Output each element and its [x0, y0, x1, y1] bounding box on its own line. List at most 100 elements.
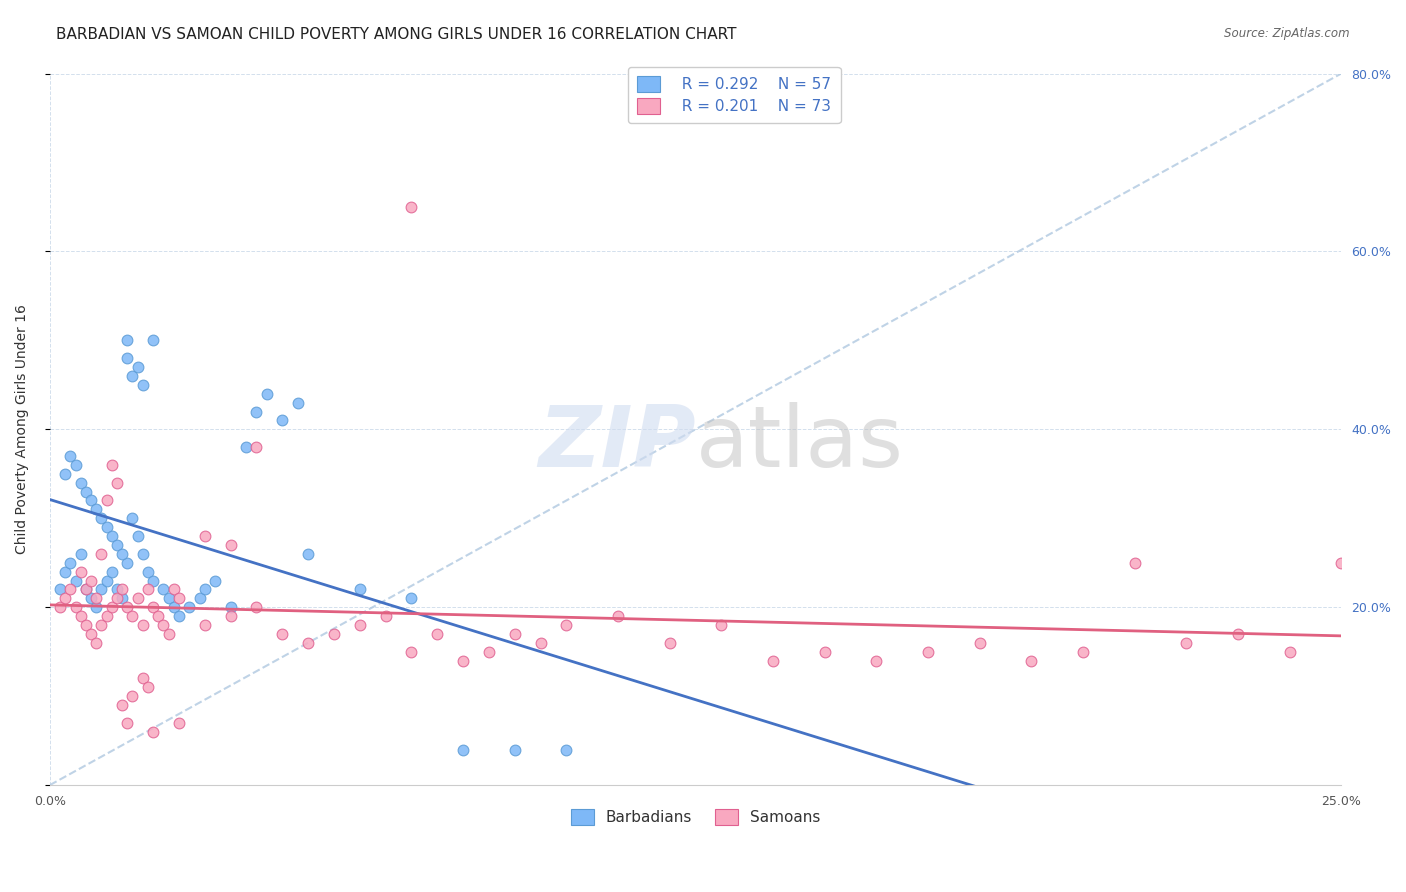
Point [69, 609, 91, 624]
Point [49, 582, 72, 597]
Point [163, 600, 186, 615]
Point [555, 618, 578, 632]
Point [401, 645, 423, 659]
Point [349, 618, 371, 632]
Point [194, 529, 217, 543]
Point [132, 671, 155, 685]
Point [245, 404, 267, 418]
Point [710, 618, 733, 632]
Point [245, 600, 267, 615]
Point [86, 591, 108, 606]
Text: BARBADIAN VS SAMOAN CHILD POVERTY AMONG GIRLS UNDER 16 CORRELATION CHART: BARBADIAN VS SAMOAN CHILD POVERTY AMONG … [56, 27, 737, 42]
Point [142, 574, 165, 588]
Point [111, 698, 134, 712]
Point [65, 600, 87, 615]
Point [297, 636, 319, 650]
Point [503, 742, 526, 756]
Point [555, 742, 578, 756]
Point [374, 609, 396, 624]
Point [157, 627, 180, 641]
Point [1330, 556, 1353, 570]
Point [121, 511, 143, 525]
Point [69, 475, 91, 490]
Point [132, 547, 155, 561]
Point [96, 493, 118, 508]
Point [969, 636, 991, 650]
Point [69, 547, 91, 561]
Point [865, 654, 887, 668]
Point [121, 609, 143, 624]
Point [96, 574, 118, 588]
Point [75, 484, 97, 499]
Point [75, 582, 97, 597]
Point [96, 520, 118, 534]
Point [117, 334, 139, 348]
Point [245, 440, 267, 454]
Point [814, 645, 837, 659]
Point [658, 636, 681, 650]
Point [101, 565, 124, 579]
Point [142, 724, 165, 739]
Point [53, 467, 76, 481]
Y-axis label: Child Poverty Among Girls Under 16: Child Poverty Among Girls Under 16 [15, 304, 30, 554]
Point [1123, 556, 1146, 570]
Point [132, 618, 155, 632]
Point [59, 556, 82, 570]
Point [105, 591, 128, 606]
Point [167, 609, 190, 624]
Point [256, 386, 278, 401]
Point [136, 565, 159, 579]
Point [121, 368, 143, 383]
Point [451, 654, 474, 668]
Point [49, 600, 72, 615]
Point [96, 609, 118, 624]
Point [86, 600, 108, 615]
Point [105, 538, 128, 552]
Point [148, 609, 170, 624]
Point [287, 395, 309, 409]
Point [401, 200, 423, 214]
Point [80, 574, 103, 588]
Point [401, 591, 423, 606]
Legend: Barbadians, Samoans: Barbadians, Samoans [561, 800, 830, 834]
Point [219, 600, 242, 615]
Point [111, 582, 134, 597]
Point [271, 627, 294, 641]
Point [101, 600, 124, 615]
Point [142, 600, 165, 615]
Point [59, 582, 82, 597]
Point [127, 359, 149, 374]
Point [219, 609, 242, 624]
Point [117, 351, 139, 366]
Point [1021, 654, 1043, 668]
Point [75, 582, 97, 597]
Point [90, 511, 112, 525]
Point [59, 449, 82, 463]
Point [235, 440, 257, 454]
Point [1071, 645, 1094, 659]
Point [163, 582, 186, 597]
Point [157, 591, 180, 606]
Point [152, 618, 174, 632]
Point [917, 645, 939, 659]
Point [323, 627, 346, 641]
Point [271, 413, 294, 427]
Point [53, 565, 76, 579]
Point [90, 618, 112, 632]
Point [80, 591, 103, 606]
Point [142, 334, 165, 348]
Point [503, 627, 526, 641]
Point [90, 547, 112, 561]
Point [451, 742, 474, 756]
Point [111, 591, 134, 606]
Point [75, 618, 97, 632]
Point [179, 600, 201, 615]
Point [80, 493, 103, 508]
Point [194, 582, 217, 597]
Point [188, 591, 211, 606]
Point [65, 574, 87, 588]
Point [204, 574, 226, 588]
Point [529, 636, 551, 650]
Point [136, 680, 159, 694]
Point [136, 582, 159, 597]
